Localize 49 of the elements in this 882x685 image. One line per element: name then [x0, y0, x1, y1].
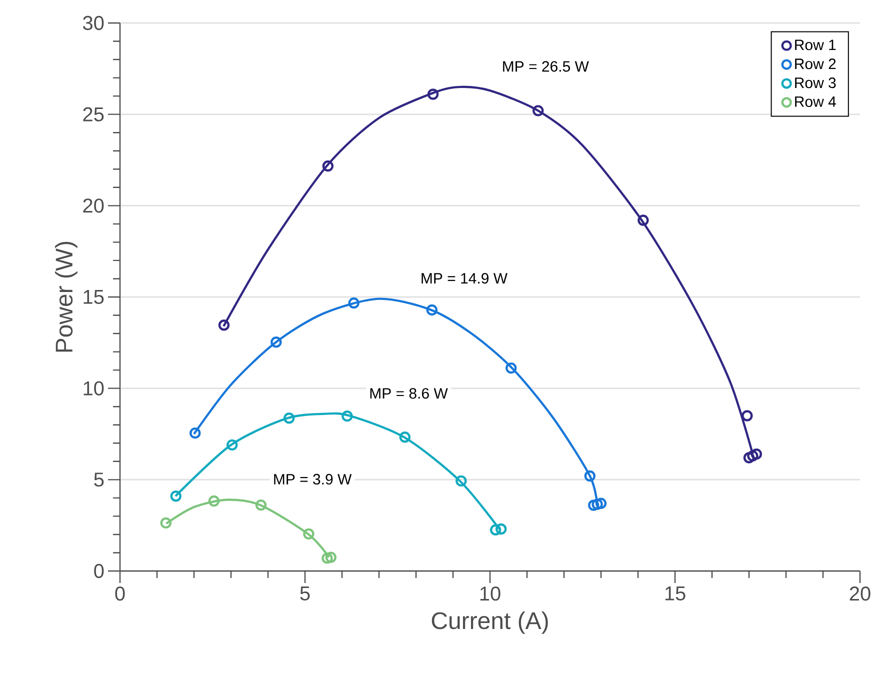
annotation: MP = 26.5 W	[503, 61, 589, 72]
point	[303, 528, 314, 540]
y-tick-label: 25	[83, 107, 104, 122]
y-tick-label: 5	[94, 472, 104, 487]
y-tick-label: 15	[84, 290, 104, 304]
x-axis-title: Current (A)	[432, 612, 548, 634]
point	[592, 498, 603, 510]
point	[283, 412, 295, 424]
point	[342, 410, 353, 422]
y-tick-label: 20	[83, 198, 104, 213]
x-tick-label: 15	[665, 586, 686, 600]
point	[747, 450, 758, 462]
y-axis-title: Power (W)	[54, 242, 78, 352]
legend-label: Row 1	[795, 40, 836, 50]
y-tick-label: 30	[82, 16, 104, 30]
point	[322, 160, 334, 172]
point	[426, 304, 438, 316]
y-tick-label: 10	[84, 381, 104, 396]
y-tick-label: 0	[94, 564, 104, 578]
point	[532, 105, 544, 116]
x-tick-label: 10	[480, 586, 500, 601]
point	[270, 336, 282, 348]
point	[506, 362, 517, 374]
x-tick-label: 0	[115, 586, 125, 601]
legend-label: Row 4	[795, 96, 836, 107]
point	[496, 523, 507, 535]
annotation: MP = 8.6 W	[370, 388, 448, 399]
point	[226, 439, 238, 451]
legend-label: Row 3	[795, 78, 836, 88]
point	[742, 410, 753, 422]
point	[399, 432, 411, 443]
legend-label: Row 2	[795, 58, 836, 70]
point	[584, 470, 596, 482]
point	[638, 214, 649, 226]
x-tick-label: 5	[300, 586, 310, 600]
point	[750, 448, 762, 460]
point	[208, 495, 220, 507]
x-tick-label: 20	[850, 586, 870, 601]
point	[595, 498, 607, 510]
point	[190, 427, 201, 439]
point	[170, 490, 182, 502]
point	[218, 320, 230, 331]
annotation: MP = 14.9 W	[422, 273, 508, 284]
annotation: MP = 3.9 W	[274, 474, 352, 485]
point	[325, 552, 337, 563]
point	[427, 88, 439, 100]
point	[255, 499, 267, 511]
point	[348, 297, 360, 309]
point	[456, 475, 467, 487]
